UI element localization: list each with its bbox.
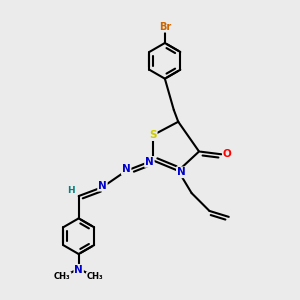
Text: CH₃: CH₃ [54,272,70,281]
Text: N: N [98,181,107,191]
Text: H: H [68,186,75,195]
Text: N: N [122,164,130,174]
Text: O: O [223,149,232,160]
Text: N: N [74,265,83,275]
Text: CH₃: CH₃ [87,272,103,281]
Text: Br: Br [159,22,171,32]
Text: S: S [149,130,157,140]
Text: N: N [177,167,186,177]
Text: N: N [145,157,154,167]
